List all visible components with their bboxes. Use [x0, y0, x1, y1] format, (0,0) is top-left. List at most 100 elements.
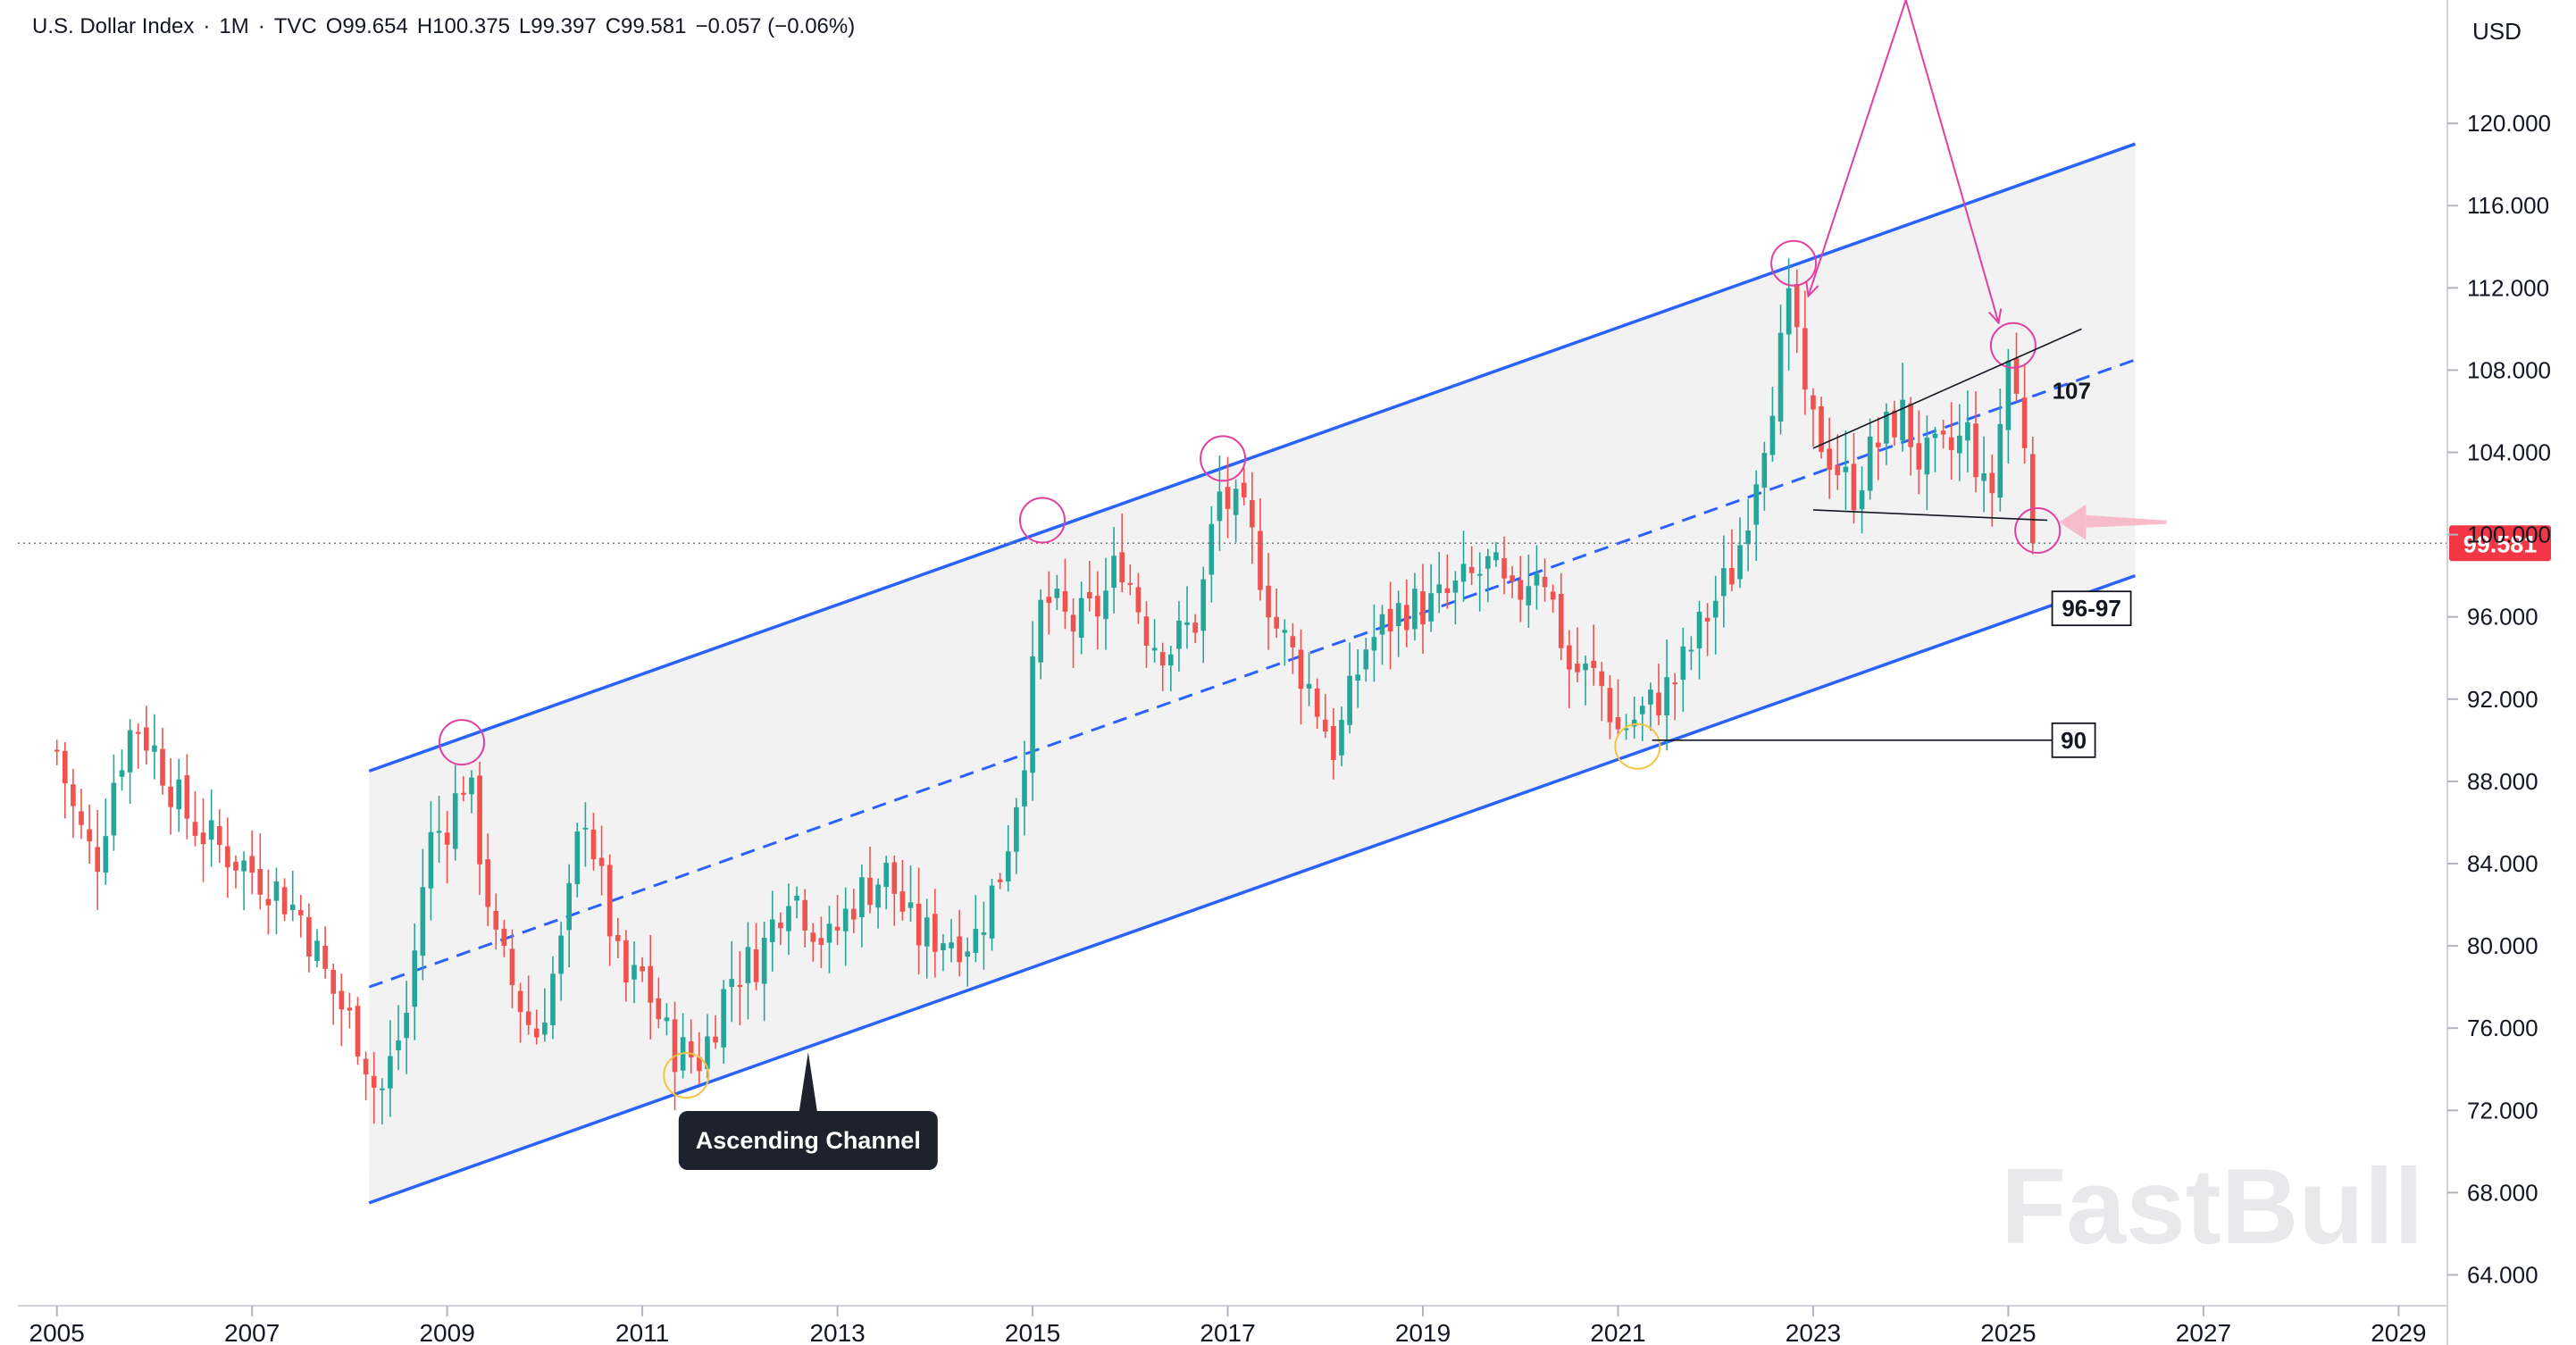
- candle-body: [1526, 586, 1532, 606]
- candle-body: [558, 935, 564, 974]
- candle-body: [1615, 717, 1621, 730]
- x-tick-label: 2023: [1786, 1319, 1841, 1345]
- candle-body: [1997, 423, 2003, 498]
- y-tick-label: 64.000: [2467, 1261, 2538, 1288]
- x-tick-label: 2005: [29, 1319, 85, 1345]
- candle-body: [1258, 530, 1263, 590]
- candle-body: [461, 792, 466, 795]
- touch-marker-low: [1614, 723, 1661, 770]
- y-tick-label: 84.000: [2467, 850, 2538, 877]
- candle-body: [883, 863, 890, 888]
- candle-body: [95, 847, 101, 873]
- candle-body: [907, 902, 914, 908]
- candle-body: [729, 979, 735, 988]
- candle-body: [1395, 603, 1401, 627]
- candle-body: [1046, 597, 1052, 604]
- candle-body: [1777, 332, 1784, 422]
- interval-label[interactable]: 1M: [219, 14, 249, 38]
- candle-body: [444, 832, 450, 845]
- candle-body: [1745, 530, 1751, 545]
- candle-body: [997, 879, 1003, 882]
- source-label: TVC: [273, 14, 317, 38]
- apex-arrowhead: [1988, 308, 2003, 325]
- candle-body: [428, 831, 434, 889]
- candle-body: [54, 749, 60, 752]
- candle-body: [103, 836, 109, 873]
- time-axis[interactable]: 2005 2007 2009 2011 2013 2015 2017 2019 2021 2023…: [29, 1306, 2427, 1345]
- candle-body: [517, 990, 523, 1013]
- candle-body: [1290, 636, 1296, 647]
- candle-body: [1331, 725, 1336, 760]
- candle-body: [1217, 491, 1223, 522]
- candle-body: [1250, 499, 1255, 528]
- candle-body: [1412, 589, 1418, 630]
- x-tick-label: 2013: [809, 1319, 865, 1345]
- channel-lower-line: [368, 574, 2137, 1205]
- candle-body: [1712, 600, 1719, 618]
- candle-body: [1184, 622, 1190, 625]
- candle-body: [1924, 437, 1930, 475]
- level-96-97-box: [2051, 590, 2132, 627]
- candle-body: [1119, 552, 1125, 582]
- candle-body: [379, 1088, 385, 1090]
- candle-body: [339, 990, 345, 1010]
- y-tick-label: 108.000: [2467, 356, 2551, 383]
- y-tick-label: 88.000: [2467, 768, 2538, 795]
- candle-body: [721, 989, 726, 1048]
- candle-body: [1794, 283, 1800, 328]
- candle-body: [761, 937, 767, 984]
- level-90-box: [2051, 722, 2096, 758]
- y-tick-label: 92.000: [2467, 686, 2538, 713]
- candle-body: [184, 775, 190, 819]
- candle-body: [582, 827, 589, 830]
- candle-body: [152, 745, 157, 752]
- candle-body: [1965, 422, 1970, 441]
- candle-body: [1704, 617, 1710, 622]
- overlay-layer: 99.581 107 96-97 90 Ascending Channel: [18, 0, 2551, 1170]
- level-107-label: 107: [2053, 377, 2091, 404]
- candle-body: [1274, 616, 1279, 629]
- symbol-title[interactable]: U.S. Dollar Index: [32, 14, 195, 38]
- touch-marker-high: [1018, 497, 1066, 544]
- price-axis[interactable]: 64.000 68.000 72.000 76.000 80.000 84.000 88.0…: [2447, 110, 2551, 1288]
- callout-box: [678, 1111, 938, 1170]
- candle-body: [79, 811, 84, 825]
- candle-body: [314, 940, 320, 962]
- candle-body: [688, 1041, 694, 1057]
- candle-body: [1859, 490, 1865, 510]
- x-tick-label: 2027: [2176, 1319, 2231, 1345]
- candle-body: [1363, 649, 1369, 670]
- header-sep-1: ·: [203, 14, 211, 38]
- y-tick-label: 72.000: [2467, 1097, 2538, 1124]
- candle-body: [176, 779, 182, 810]
- apex-arrow: [1807, 0, 1907, 297]
- candle-body: [1664, 677, 1669, 716]
- x-tick-label: 2021: [1590, 1319, 1645, 1345]
- candle-body: [1892, 410, 1897, 438]
- candle-body: [1940, 430, 1946, 435]
- touch-marker-high: [2014, 507, 2062, 555]
- candle-body: [1241, 482, 1247, 497]
- candle-body: [794, 895, 799, 901]
- candle-body: [1111, 556, 1117, 588]
- touch-marker-high: [1200, 435, 1247, 482]
- currency-label[interactable]: USD: [2472, 18, 2522, 45]
- candle-body: [525, 1011, 531, 1025]
- candle-body: [1151, 647, 1158, 651]
- candle-body: [1510, 575, 1515, 582]
- candle-body: [1428, 593, 1434, 622]
- candle-body: [753, 948, 759, 982]
- x-tick-label: 2015: [1005, 1319, 1060, 1345]
- candle-body: [2013, 358, 2020, 394]
- candle-body: [1696, 612, 1702, 649]
- candle-body: [1534, 573, 1540, 586]
- candle-body: [1989, 472, 1995, 494]
- low-value: L99.397: [518, 14, 597, 38]
- candle-body: [810, 932, 816, 942]
- candle-body: [1501, 558, 1507, 579]
- candle-body: [168, 786, 173, 807]
- candle-body: [875, 884, 881, 908]
- candle-body: [2005, 360, 2011, 430]
- candle-body: [1452, 580, 1459, 593]
